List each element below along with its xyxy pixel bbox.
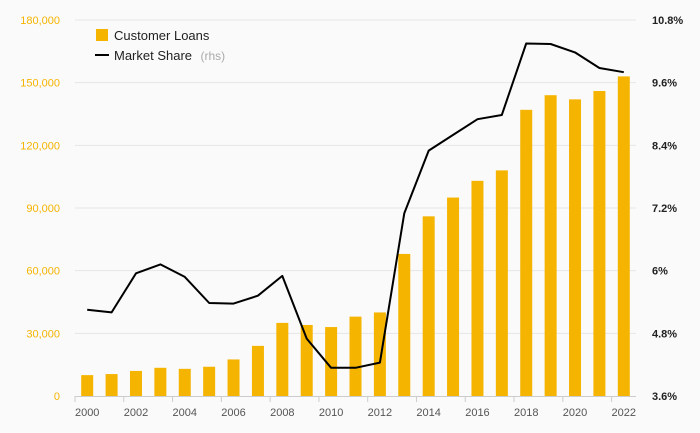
y-left-tick-label: 120,000 xyxy=(20,140,60,152)
bar-customer-loans xyxy=(495,170,508,396)
legend: Customer Loans Market Share (rhs) xyxy=(95,28,225,64)
bar-customer-loans xyxy=(325,327,338,396)
bar-customer-loans xyxy=(154,367,167,396)
axes: 0 3.6% 30,000 4.8% 60,000 6% 90,000 7.2% 120,000… xyxy=(20,15,683,419)
bar-customer-loans xyxy=(422,216,435,396)
line-market-share xyxy=(87,42,624,369)
y-right-tick-label: 9.6% xyxy=(652,78,677,90)
y-right-tick-label: 10.8% xyxy=(652,15,683,27)
bars xyxy=(81,76,630,397)
legend-label-rhs: (rhs) xyxy=(201,49,226,63)
bar-customer-loans xyxy=(349,316,362,396)
bar-customer-loans xyxy=(447,197,460,396)
bar-customer-loans xyxy=(129,370,142,396)
x-tick-label: 2002 xyxy=(124,407,148,419)
y-right-tick-label: 3.6% xyxy=(652,391,677,403)
x-tick-label: 2018 xyxy=(514,407,538,419)
y-right-tick-label: 7.2% xyxy=(652,203,677,215)
x-tick-label: 2000 xyxy=(75,407,99,419)
bar-customer-loans xyxy=(617,76,630,397)
x-tick-label: 2006 xyxy=(221,407,245,419)
x-tick-label: 2016 xyxy=(465,407,489,419)
bar-customer-loans xyxy=(471,180,484,396)
bar-customer-loans xyxy=(276,322,289,396)
bar-customer-loans xyxy=(373,312,386,396)
y-left-tick-label: 0 xyxy=(54,391,60,403)
bar-customer-loans xyxy=(81,375,94,396)
legend-label-market-share: Market Share xyxy=(114,48,192,63)
x-tick-label: 2020 xyxy=(563,407,587,419)
bar-customer-loans xyxy=(105,374,118,396)
bar-customer-loans xyxy=(300,324,313,396)
x-tick-label: 2022 xyxy=(612,407,636,419)
legend-label-market-share-group: Market Share (rhs) xyxy=(114,47,225,64)
y-left-tick-label: 180,000 xyxy=(20,15,60,27)
line-series xyxy=(87,42,624,369)
y-left-tick-label: 150,000 xyxy=(20,78,60,90)
bar-customer-loans xyxy=(227,359,240,396)
y-left-tick-label: 30,000 xyxy=(26,328,60,340)
bar-customer-loans xyxy=(520,109,533,397)
y-right-tick-label: 4.8% xyxy=(652,328,677,340)
bar-customer-loans xyxy=(203,366,216,396)
bar-customer-loans xyxy=(544,95,557,396)
y-right-tick-label: 6% xyxy=(652,266,668,278)
x-tick-label: 2012 xyxy=(368,407,392,419)
x-tick-label: 2014 xyxy=(416,407,440,419)
x-tick-label: 2010 xyxy=(319,407,343,419)
bar-customer-loans xyxy=(593,91,606,397)
x-tick-label: 2004 xyxy=(173,407,197,419)
bar-customer-loans xyxy=(569,99,582,396)
gridlines xyxy=(75,19,636,334)
y-right-tick-label: 8.4% xyxy=(652,140,677,152)
y-left-tick-label: 60,000 xyxy=(26,266,60,278)
legend-label-customer-loans: Customer Loans xyxy=(114,28,210,43)
x-tick-label: 2008 xyxy=(270,407,294,419)
y-left-tick-label: 90,000 xyxy=(26,203,60,215)
legend-swatch-customer-loans xyxy=(96,29,108,41)
bar-customer-loans xyxy=(398,253,411,396)
bar-customer-loans xyxy=(178,368,191,396)
bar-customer-loans xyxy=(251,345,264,396)
